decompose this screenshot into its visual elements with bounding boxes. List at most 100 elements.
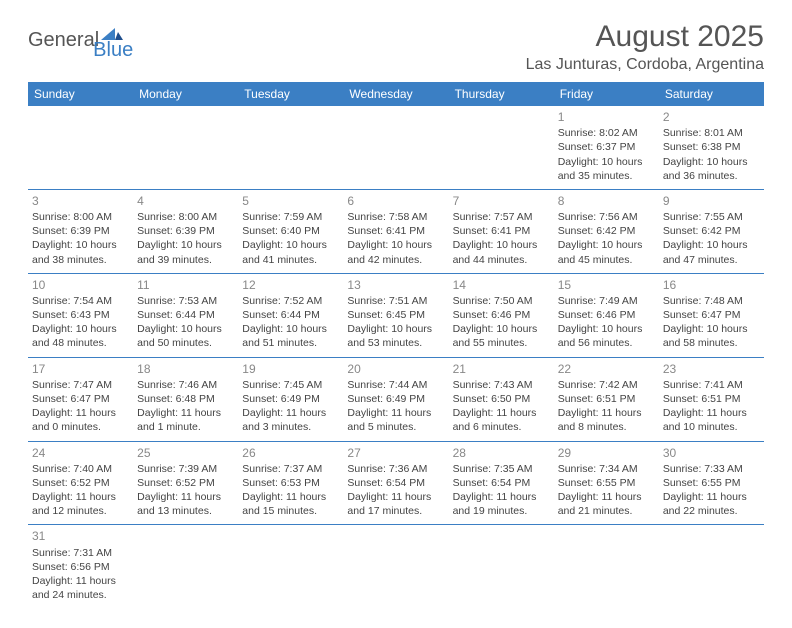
calendar-cell: 13Sunrise: 7:51 AMSunset: 6:45 PMDayligh… [343,273,448,357]
day-info-line: Daylight: 10 hours [558,155,655,169]
day-info-line: Daylight: 11 hours [242,406,339,420]
day-info-line: and 38 minutes. [32,253,129,267]
calendar-cell: 14Sunrise: 7:50 AMSunset: 6:46 PMDayligh… [449,273,554,357]
day-number: 5 [242,193,339,209]
day-header: Thursday [449,82,554,106]
day-info-line: Sunset: 6:39 PM [32,224,129,238]
day-info-line: Daylight: 11 hours [347,406,444,420]
day-info-line: Daylight: 11 hours [137,490,234,504]
day-info-line: and 0 minutes. [32,420,129,434]
day-info-line: and 21 minutes. [558,504,655,518]
day-info-line: and 17 minutes. [347,504,444,518]
day-number: 1 [558,109,655,125]
day-info-line: and 47 minutes. [663,253,760,267]
day-info-line: and 42 minutes. [347,253,444,267]
day-info-line: Daylight: 11 hours [453,406,550,420]
day-info-line: Sunset: 6:54 PM [347,476,444,490]
day-number: 9 [663,193,760,209]
day-info-line: Daylight: 10 hours [137,238,234,252]
day-info-line: Daylight: 10 hours [242,238,339,252]
day-info-line: Daylight: 11 hours [558,406,655,420]
day-number: 15 [558,277,655,293]
day-info-line: Daylight: 10 hours [663,155,760,169]
calendar-cell: 2Sunrise: 8:01 AMSunset: 6:38 PMDaylight… [659,106,764,189]
day-info-line: and 36 minutes. [663,169,760,183]
day-header: Tuesday [238,82,343,106]
calendar-cell: 15Sunrise: 7:49 AMSunset: 6:46 PMDayligh… [554,273,659,357]
day-header: Friday [554,82,659,106]
day-number: 23 [663,361,760,377]
calendar-cell: 17Sunrise: 7:47 AMSunset: 6:47 PMDayligh… [28,357,133,441]
day-info-line: Sunrise: 7:46 AM [137,378,234,392]
day-info-line: Sunset: 6:44 PM [242,308,339,322]
day-info-line: Daylight: 10 hours [663,238,760,252]
day-info-line: Sunrise: 8:00 AM [32,210,129,224]
day-number: 24 [32,445,129,461]
calendar-cell: 19Sunrise: 7:45 AMSunset: 6:49 PMDayligh… [238,357,343,441]
calendar-cell: 10Sunrise: 7:54 AMSunset: 6:43 PMDayligh… [28,273,133,357]
calendar-cell [449,106,554,189]
day-info-line: Sunrise: 7:59 AM [242,210,339,224]
day-info-line: and 41 minutes. [242,253,339,267]
day-info-line: and 1 minute. [137,420,234,434]
day-info-line: and 51 minutes. [242,336,339,350]
calendar-cell [554,525,659,608]
day-header: Saturday [659,82,764,106]
calendar-cell [449,525,554,608]
calendar-cell: 31Sunrise: 7:31 AMSunset: 6:56 PMDayligh… [28,525,133,608]
calendar-cell [238,525,343,608]
day-info-line: Sunset: 6:49 PM [242,392,339,406]
day-number: 16 [663,277,760,293]
calendar-cell: 29Sunrise: 7:34 AMSunset: 6:55 PMDayligh… [554,441,659,525]
day-info-line: Daylight: 11 hours [663,406,760,420]
calendar-page: General Blue August 2025 Las Junturas, C… [0,0,792,628]
day-header: Sunday [28,82,133,106]
calendar-cell: 27Sunrise: 7:36 AMSunset: 6:54 PMDayligh… [343,441,448,525]
day-info-line: Sunset: 6:42 PM [558,224,655,238]
day-info-line: and 45 minutes. [558,253,655,267]
day-info-line: Sunrise: 7:31 AM [32,546,129,560]
day-info-line: and 6 minutes. [453,420,550,434]
day-info-line: Sunrise: 7:45 AM [242,378,339,392]
day-info-line: Daylight: 10 hours [137,322,234,336]
calendar-cell: 5Sunrise: 7:59 AMSunset: 6:40 PMDaylight… [238,189,343,273]
calendar-cell [133,106,238,189]
calendar-cell: 1Sunrise: 8:02 AMSunset: 6:37 PMDaylight… [554,106,659,189]
day-info-line: Daylight: 11 hours [558,490,655,504]
day-info-line: and 10 minutes. [663,420,760,434]
logo-text-blue: Blue [93,40,133,60]
day-number: 13 [347,277,444,293]
day-info-line: Sunset: 6:47 PM [32,392,129,406]
day-info-line: Sunrise: 7:50 AM [453,294,550,308]
day-header: Monday [133,82,238,106]
day-info-line: Sunrise: 7:37 AM [242,462,339,476]
day-info-line: Sunset: 6:53 PM [242,476,339,490]
day-number: 14 [453,277,550,293]
day-info-line: Daylight: 11 hours [32,490,129,504]
calendar-cell [238,106,343,189]
day-number: 12 [242,277,339,293]
day-info-line: Daylight: 10 hours [558,238,655,252]
day-number: 29 [558,445,655,461]
day-info-line: Sunset: 6:46 PM [558,308,655,322]
day-info-line: Sunrise: 7:43 AM [453,378,550,392]
calendar-cell [28,106,133,189]
topbar: General Blue August 2025 Las Junturas, C… [28,20,764,74]
calendar-cell: 8Sunrise: 7:56 AMSunset: 6:42 PMDaylight… [554,189,659,273]
day-info-line: and 53 minutes. [347,336,444,350]
day-info-line: and 50 minutes. [137,336,234,350]
calendar-cell: 12Sunrise: 7:52 AMSunset: 6:44 PMDayligh… [238,273,343,357]
day-info-line: Sunset: 6:52 PM [137,476,234,490]
day-info-line: Sunset: 6:51 PM [558,392,655,406]
day-number: 8 [558,193,655,209]
day-info-line: Sunset: 6:41 PM [453,224,550,238]
day-info-line: Sunset: 6:47 PM [663,308,760,322]
day-info-line: Sunrise: 7:40 AM [32,462,129,476]
day-info-line: and 15 minutes. [242,504,339,518]
day-header: Wednesday [343,82,448,106]
day-info-line: Sunset: 6:46 PM [453,308,550,322]
day-info-line: Daylight: 10 hours [453,322,550,336]
day-number: 17 [32,361,129,377]
calendar-cell [343,106,448,189]
day-info-line: Daylight: 11 hours [32,574,129,588]
